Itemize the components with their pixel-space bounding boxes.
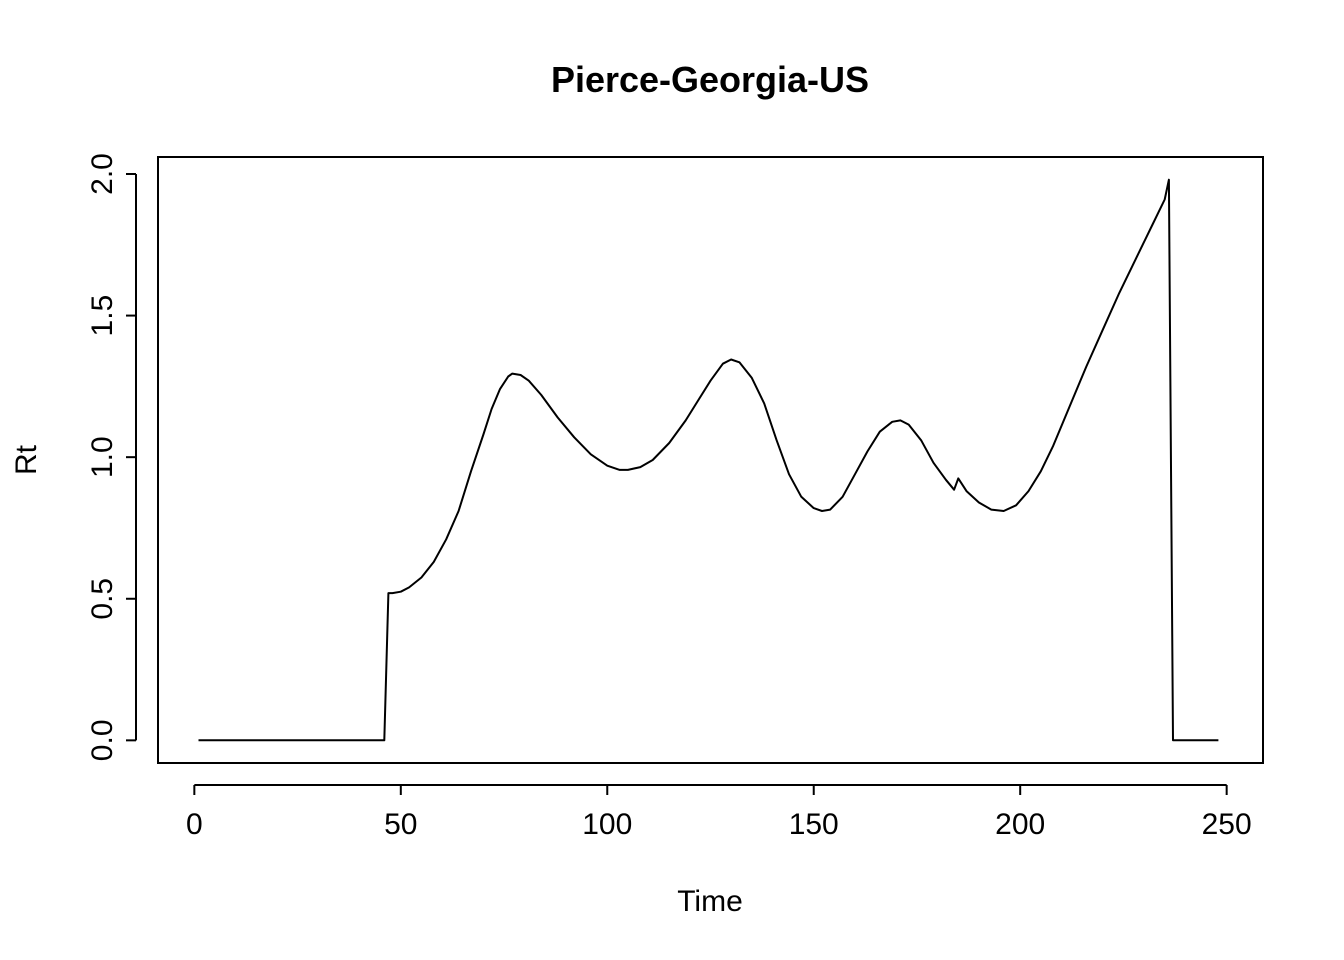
x-tick-label: 150 — [789, 808, 839, 841]
y-tick-label: 2.0 — [86, 153, 119, 195]
x-tick-label: 50 — [384, 808, 417, 841]
x-tick-label: 100 — [582, 808, 632, 841]
x-tick-label: 0 — [186, 808, 203, 841]
series-line — [198, 178, 1219, 742]
x-axis-title: Time — [677, 885, 743, 918]
series-layer — [198, 178, 1219, 742]
y-axis-title: Rt — [10, 444, 43, 475]
y-tick-label: 1.5 — [86, 295, 119, 337]
y-tick-label: 1.0 — [86, 436, 119, 478]
y-tick-label: 0.5 — [86, 578, 119, 620]
chart-title: Pierce-Georgia-US — [551, 59, 869, 100]
y-tick-label: 0.0 — [86, 719, 119, 761]
y-axis: 0.0 0.5 1.0 1.5 2.0 — [86, 153, 137, 761]
plot-frame — [157, 156, 1264, 764]
x-tick-label: 200 — [995, 808, 1045, 841]
x-axis: 0 50 100 150 200 250 — [186, 784, 1252, 841]
x-tick-label: 250 — [1202, 808, 1252, 841]
